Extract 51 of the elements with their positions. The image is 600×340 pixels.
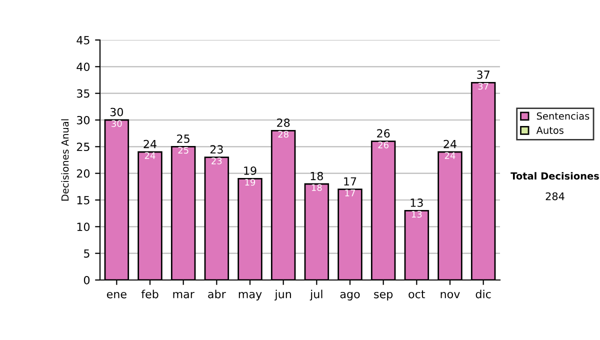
x-tick-label: feb: [141, 290, 158, 298]
total-label: 13: [410, 198, 423, 207]
y-tick-label: 40: [76, 62, 90, 72]
data-label: 23: [212, 157, 222, 164]
x-tick-label: may: [238, 292, 262, 300]
total-label: 24: [144, 140, 156, 148]
data-label: 17: [345, 190, 355, 196]
data-label: 30: [112, 120, 122, 127]
legend-label: Sentencias: [536, 112, 590, 120]
x-tick-label: nov: [440, 292, 460, 298]
data-label: 28: [278, 130, 288, 138]
y-tick-label: 20: [76, 169, 90, 178]
x-tick-label: dic: [476, 290, 491, 298]
y-tick-label: 10: [77, 222, 90, 232]
x-tick-label: mar: [173, 292, 194, 298]
total-label: 19: [244, 166, 256, 175]
y-axis-title: Decisiones Anual: [61, 119, 69, 201]
x-tick-label: oct: [408, 290, 426, 298]
data-label: 37: [478, 82, 488, 90]
x-tick-label: jul: [310, 290, 322, 300]
data-label: 26: [378, 141, 389, 148]
data-label: 13: [412, 210, 422, 218]
x-tick-label: jun: [274, 290, 291, 300]
data-label: 24: [444, 152, 456, 159]
data-label: 19: [245, 178, 256, 186]
x-tick-label: abr: [208, 290, 226, 298]
total-label: 26: [377, 129, 390, 138]
total-label: 18: [310, 172, 323, 180]
text: Total Decisiones: [510, 172, 599, 180]
y-tick-label: 5: [84, 249, 90, 258]
data-label: 25: [178, 146, 188, 154]
y-tick-label: 45: [76, 36, 90, 44]
x-tick-label: ene: [106, 292, 126, 298]
y-tick-label: 30: [76, 116, 90, 124]
y-tick-label: 15: [77, 196, 90, 204]
y-tick-label: 0: [84, 276, 90, 284]
data-label: 18: [312, 184, 322, 191]
legend-label: Autos: [536, 126, 564, 134]
y-tick-label: 35: [76, 89, 90, 98]
total-label: 24: [444, 140, 456, 148]
total-label: 37: [477, 70, 490, 79]
total-label: 30: [110, 108, 123, 116]
total-label: 23: [210, 145, 223, 154]
data-label: 24: [144, 152, 156, 159]
total-label: 28: [277, 118, 290, 127]
y-tick-label: 25: [76, 142, 90, 152]
x-tick-label: sep: [374, 292, 393, 300]
text: 284: [546, 192, 564, 200]
total-label: 25: [177, 134, 190, 143]
total-label: 17: [344, 177, 356, 186]
x-tick-label: ago: [340, 292, 360, 300]
